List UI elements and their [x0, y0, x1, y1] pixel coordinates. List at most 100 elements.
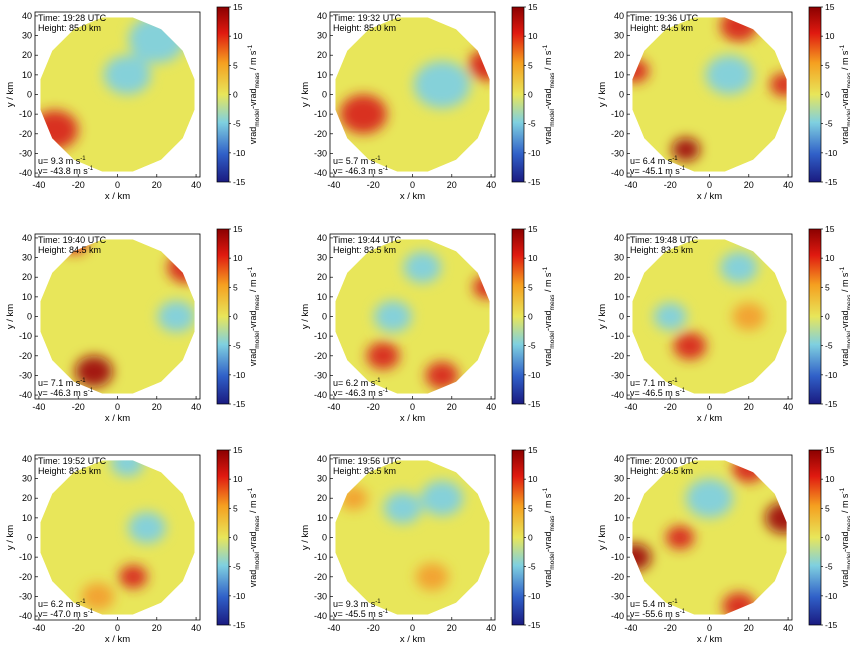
y-tick-label: 10 [22, 70, 32, 80]
y-tick-label: -30 [611, 148, 624, 158]
y-tick-label: -10 [314, 109, 327, 119]
y-tick-label: 40 [614, 454, 624, 464]
colorbar-tick-label: -15 [825, 399, 838, 409]
colorbar-tick-label: 10 [528, 474, 538, 484]
x-tick-label: 0 [115, 623, 120, 633]
y-tick-label: 20 [317, 272, 327, 282]
u-wind-label: u= 9.3 m s-1 [38, 156, 86, 166]
colorbar-label: vradmodel-vradmeas / m s-1 [542, 266, 556, 366]
heatmap-svg: -40 -20 0 20 40 40 30 20 10 0 -10 -20 -30 -40 x / km y … [5, 445, 261, 645]
y-tick-label: 30 [614, 474, 624, 484]
colorbar-tick-label: -15 [528, 177, 541, 187]
u-wind-label: u= 6.2 m s-1 [38, 599, 86, 609]
height-label: Height: 83.5 km [333, 466, 396, 476]
y-tick-label: -30 [314, 370, 327, 380]
colorbar-tick-label: 5 [233, 282, 238, 292]
u-wind-label: u= 7.1 m s-1 [38, 378, 86, 388]
colorbar-tick-label: 10 [528, 253, 538, 263]
y-axis-label: y / km [5, 304, 16, 329]
x-tick-label: 20 [744, 402, 754, 412]
measurement-disk [40, 460, 195, 615]
colorbar-tick-label: -10 [825, 148, 838, 158]
y-tick-label: 10 [614, 70, 624, 80]
x-tick-label: 20 [447, 402, 457, 412]
colorbar-tick-label: 0 [825, 312, 830, 322]
colorbar-tick-label: -10 [233, 370, 246, 380]
v-wind-label: v= -46.3 m s-1 [38, 388, 94, 398]
time-label: Time: 19:52 UTC [38, 456, 107, 466]
y-tick-label: 40 [317, 233, 327, 243]
y-axis-label: y / km [300, 304, 311, 329]
x-tick-label: 40 [783, 623, 793, 633]
colorbar-label: vradmodel-vradmeas / m s-1 [247, 266, 261, 366]
u-wind-label: u= 5.4 m s-1 [630, 599, 678, 609]
y-tick-label: 30 [317, 253, 327, 263]
y-tick-label: -40 [19, 168, 32, 178]
colorbar-tick-label: -5 [825, 119, 833, 129]
x-tick-label: 0 [410, 623, 415, 633]
x-tick-label: 0 [410, 180, 415, 190]
v-wind-label: v= -46.5 m s-1 [630, 388, 686, 398]
y-tick-label: -40 [611, 390, 624, 400]
colorbar-tick-label: 15 [825, 224, 835, 234]
colorbar-tick-label: 15 [233, 224, 243, 234]
colorbar-tick-label: 5 [528, 503, 533, 513]
y-tick-label: 0 [322, 533, 327, 543]
y-tick-label: -10 [611, 109, 624, 119]
x-tick-label: -20 [72, 623, 85, 633]
time-label: Time: 20:00 UTC [630, 456, 699, 466]
y-tick-label: -40 [19, 611, 32, 621]
colorbar-tick-label: -15 [233, 620, 246, 630]
anomaly-blob [103, 55, 151, 95]
heatmap-svg: -40 -20 0 20 40 40 30 20 10 0 -10 -20 -30 -40 x / km y … [597, 224, 850, 424]
x-tick-label: -40 [624, 402, 637, 412]
y-tick-label: 10 [22, 513, 32, 523]
colorbar-tick-label: -10 [528, 591, 541, 601]
y-tick-label: -20 [611, 129, 624, 139]
x-tick-label: 0 [707, 180, 712, 190]
colorbar-tick-label: -10 [233, 591, 246, 601]
x-tick-label: 0 [707, 623, 712, 633]
y-tick-label: 0 [619, 90, 624, 100]
colorbar-tick-label: 5 [825, 282, 830, 292]
x-axis-label: x / km [400, 634, 425, 645]
height-label: Height: 85.0 km [38, 23, 101, 33]
y-tick-label: 20 [614, 493, 624, 503]
v-wind-label: v= -47.0 m s-1 [38, 609, 94, 619]
y-tick-label: -20 [19, 129, 32, 139]
heatmap-svg: -40 -20 0 20 40 40 30 20 10 0 -10 -20 -30 -40 x / km y … [597, 445, 850, 645]
anomaly-blob [665, 525, 695, 550]
v-wind-label: v= -46.3 m s-1 [333, 388, 389, 398]
x-tick-label: 20 [744, 180, 754, 190]
colorbar-tick-label: 15 [233, 445, 243, 455]
colorbar-tick-label: 5 [233, 503, 238, 513]
y-tick-label: -30 [19, 591, 32, 601]
heatmap-svg: -40 -20 0 20 40 40 30 20 10 0 -10 -20 -30 -40 x / km y … [5, 224, 261, 424]
colorbar-tick-label: -15 [528, 399, 541, 409]
u-wind-label: u= 9.3 m s-1 [333, 599, 381, 609]
measurement-disk [335, 460, 490, 615]
colorbar-tick-label: 15 [233, 2, 243, 12]
chart-panel-2: -40 -20 0 20 40 40 30 20 10 0 -10 -20 -30 -40 x / km y … [295, 0, 556, 205]
x-tick-label: -40 [32, 402, 45, 412]
colorbar-tick-label: 10 [233, 474, 243, 484]
colorbar [808, 6, 822, 183]
measurement-disk [632, 17, 787, 172]
y-tick-label: 20 [22, 50, 32, 60]
colorbar-tick-label: 15 [825, 2, 835, 12]
y-tick-label: 10 [614, 292, 624, 302]
y-tick-label: -20 [611, 572, 624, 582]
x-tick-label: 40 [783, 402, 793, 412]
colorbar-tick-label: 0 [233, 312, 238, 322]
chart-panel-8: -40 -20 0 20 40 40 30 20 10 0 -10 -20 -30 -40 x / km y … [295, 443, 556, 648]
x-tick-label: -40 [32, 180, 45, 190]
x-tick-label: -20 [367, 402, 380, 412]
anomaly-blob [374, 300, 412, 333]
y-axis-label: y / km [300, 82, 311, 107]
u-wind-label: u= 6.2 m s-1 [333, 378, 381, 388]
y-tick-label: -30 [611, 591, 624, 601]
x-tick-label: 40 [191, 180, 201, 190]
colorbar-label: vradmodel-vradmeas / m s-1 [542, 44, 556, 144]
colorbar-tick-label: -5 [825, 562, 833, 572]
chart-panel-6: -40 -20 0 20 40 40 30 20 10 0 -10 -20 -30 -40 x / km y … [592, 222, 850, 427]
